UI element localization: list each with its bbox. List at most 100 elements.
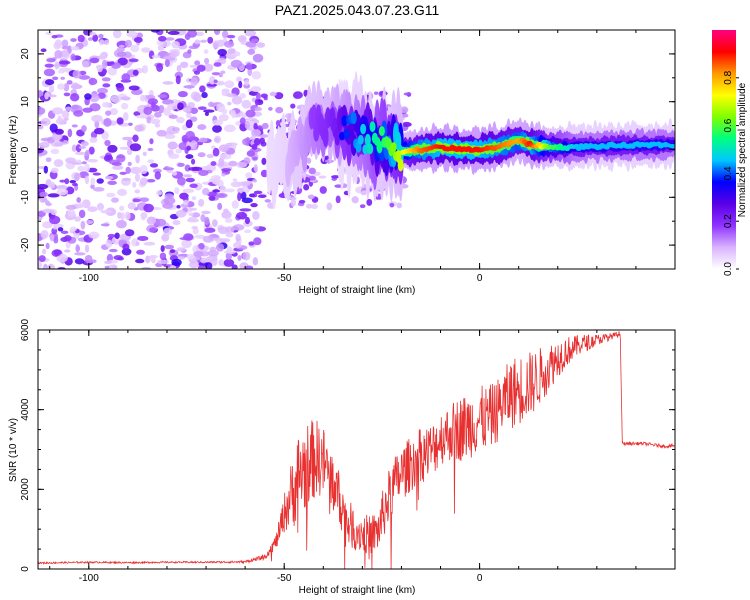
heatmap-cell (230, 59, 243, 68)
heatmap-cell (268, 107, 273, 111)
heatmap-ridge-cell (350, 112, 357, 125)
heatmap-cell (40, 137, 53, 142)
heatmap-cell (191, 196, 197, 201)
heatmap-cell (208, 101, 214, 108)
heatmap-cell (128, 122, 133, 126)
heatmap-cell (112, 30, 122, 39)
x-tick-label: -50 (277, 273, 292, 284)
heatmap-cell (211, 257, 218, 267)
heatmap-cell (189, 183, 198, 189)
heatmap-cell (116, 154, 126, 163)
heatmap-cell (237, 35, 247, 43)
heatmap-cell (122, 112, 129, 121)
heatmap-cell (239, 191, 247, 200)
spectrogram-y-label: Frequency (Hz) (8, 116, 19, 185)
heatmap-cell (182, 107, 192, 113)
heatmap-cell (65, 204, 77, 210)
x-tick-label: -100 (79, 273, 99, 284)
heatmap-cell (100, 209, 112, 214)
heatmap-cell (164, 58, 170, 68)
heatmap-cell (177, 91, 188, 98)
heatmap-cell (167, 30, 180, 36)
heatmap-cell (219, 238, 231, 243)
heatmap-ridge-cell (669, 143, 675, 149)
heatmap-cell (157, 45, 165, 51)
heatmap-cell (193, 93, 202, 102)
heatmap-cell (139, 177, 148, 186)
heatmap-cell (179, 236, 191, 241)
heatmap-cell (93, 187, 105, 192)
heatmap-cell (221, 168, 232, 172)
heatmap-cell (175, 209, 187, 218)
heatmap-cell (130, 44, 140, 53)
heatmap-cell (188, 212, 194, 217)
y-tick-label: 20 (20, 48, 31, 60)
heatmap-cell (163, 227, 172, 236)
heatmap-cell (40, 230, 49, 239)
heatmap-cell (117, 188, 128, 197)
heatmap-cell (235, 233, 241, 242)
heatmap-cell (158, 105, 165, 114)
heatmap-cell (49, 181, 56, 189)
heatmap-cell (38, 261, 43, 269)
heatmap-cell (156, 40, 165, 46)
heatmap-cell (79, 70, 87, 76)
heatmap-cell (38, 255, 46, 263)
heatmap-cell (74, 172, 80, 182)
heatmap-cell (154, 171, 161, 180)
heatmap-cell (241, 181, 251, 187)
heatmap-cell (210, 161, 217, 166)
heatmap-cell (269, 91, 277, 97)
heatmap-cell (183, 199, 189, 206)
heatmap-cell (102, 68, 108, 75)
heatmap-cell (125, 166, 131, 174)
heatmap-cell (185, 154, 194, 159)
heatmap-cell (38, 106, 46, 115)
heatmap-cell (69, 93, 80, 102)
heatmap-cell (51, 34, 58, 39)
heatmap-cell (162, 99, 174, 105)
colorbar-tick-label: 0.0 (723, 262, 734, 276)
heatmap-cell (80, 220, 86, 230)
heatmap-cell (197, 264, 206, 269)
heatmap-cell (64, 249, 71, 253)
heatmap-cell (47, 193, 60, 198)
heatmap-cell (168, 114, 178, 119)
heatmap-cell (90, 177, 96, 186)
heatmap-cell (142, 151, 147, 157)
heatmap-cell (171, 40, 180, 49)
heatmap-cell (113, 255, 124, 261)
heatmap-cell (117, 211, 122, 219)
heatmap-cell (196, 64, 206, 72)
x-tick-label: 0 (477, 273, 483, 284)
colorbar-tick-label: 0.6 (723, 118, 734, 132)
heatmap-cell (204, 227, 216, 233)
heatmap-cell (76, 197, 82, 203)
heatmap-cell (311, 203, 318, 209)
heatmap-cell (81, 125, 87, 133)
heatmap-cell (74, 151, 86, 155)
heatmap-cell (185, 112, 192, 119)
heatmap-cell (209, 75, 216, 85)
heatmap-cell (190, 140, 198, 150)
heatmap-cell (74, 252, 86, 256)
heatmap-cell (84, 244, 90, 253)
heatmap-cell (275, 106, 284, 114)
heatmap-cell (75, 244, 80, 253)
heatmap-ridge-cell (364, 133, 371, 147)
heatmap-cell (207, 36, 214, 44)
heatmap-cell (151, 105, 160, 112)
heatmap-cell (147, 147, 154, 152)
heatmap-cell (128, 85, 140, 91)
heatmap-cell (143, 106, 153, 115)
heatmap-cell (252, 210, 260, 220)
heatmap-cell (88, 77, 98, 86)
heatmap-cell (134, 173, 140, 182)
heatmap-cell (53, 142, 63, 147)
heatmap-cell (71, 82, 80, 90)
heatmap-cell (102, 101, 111, 108)
heatmap-cell (212, 147, 220, 157)
colorbar-ticks: 0.0 0.2 0.4 0.6 0.8 (723, 70, 739, 276)
heatmap-cell (154, 123, 161, 128)
chart-title: PAZ1.2025.043.07.23.G11 (275, 2, 440, 18)
